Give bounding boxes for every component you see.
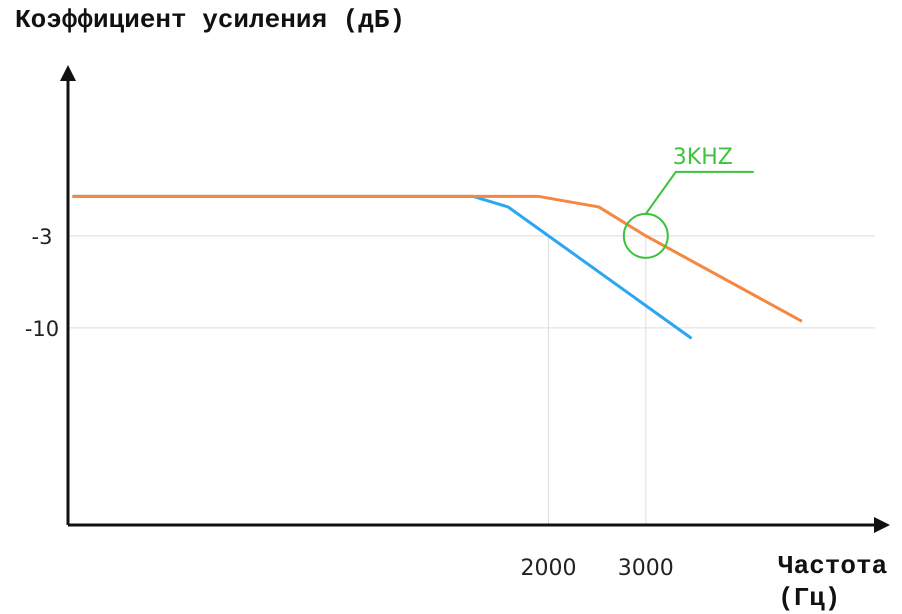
- line-series: [72, 194, 693, 340]
- annotation-label: 3KHZ: [673, 145, 733, 170]
- annotation-leader: [644, 170, 754, 215]
- x-tick-label: 3000: [618, 556, 674, 581]
- x-axis-arrow: [874, 517, 890, 533]
- x-axis-label: Частота (Гц): [778, 551, 888, 613]
- y-axis-arrow: [60, 65, 76, 81]
- y-axis-label: Коэффициент усиления (дБ): [15, 5, 406, 35]
- x-tick-label: 2000: [521, 556, 577, 581]
- line-series: [72, 194, 803, 323]
- y-tick-label: -10: [25, 317, 59, 341]
- y-tick-label: -3: [32, 225, 53, 249]
